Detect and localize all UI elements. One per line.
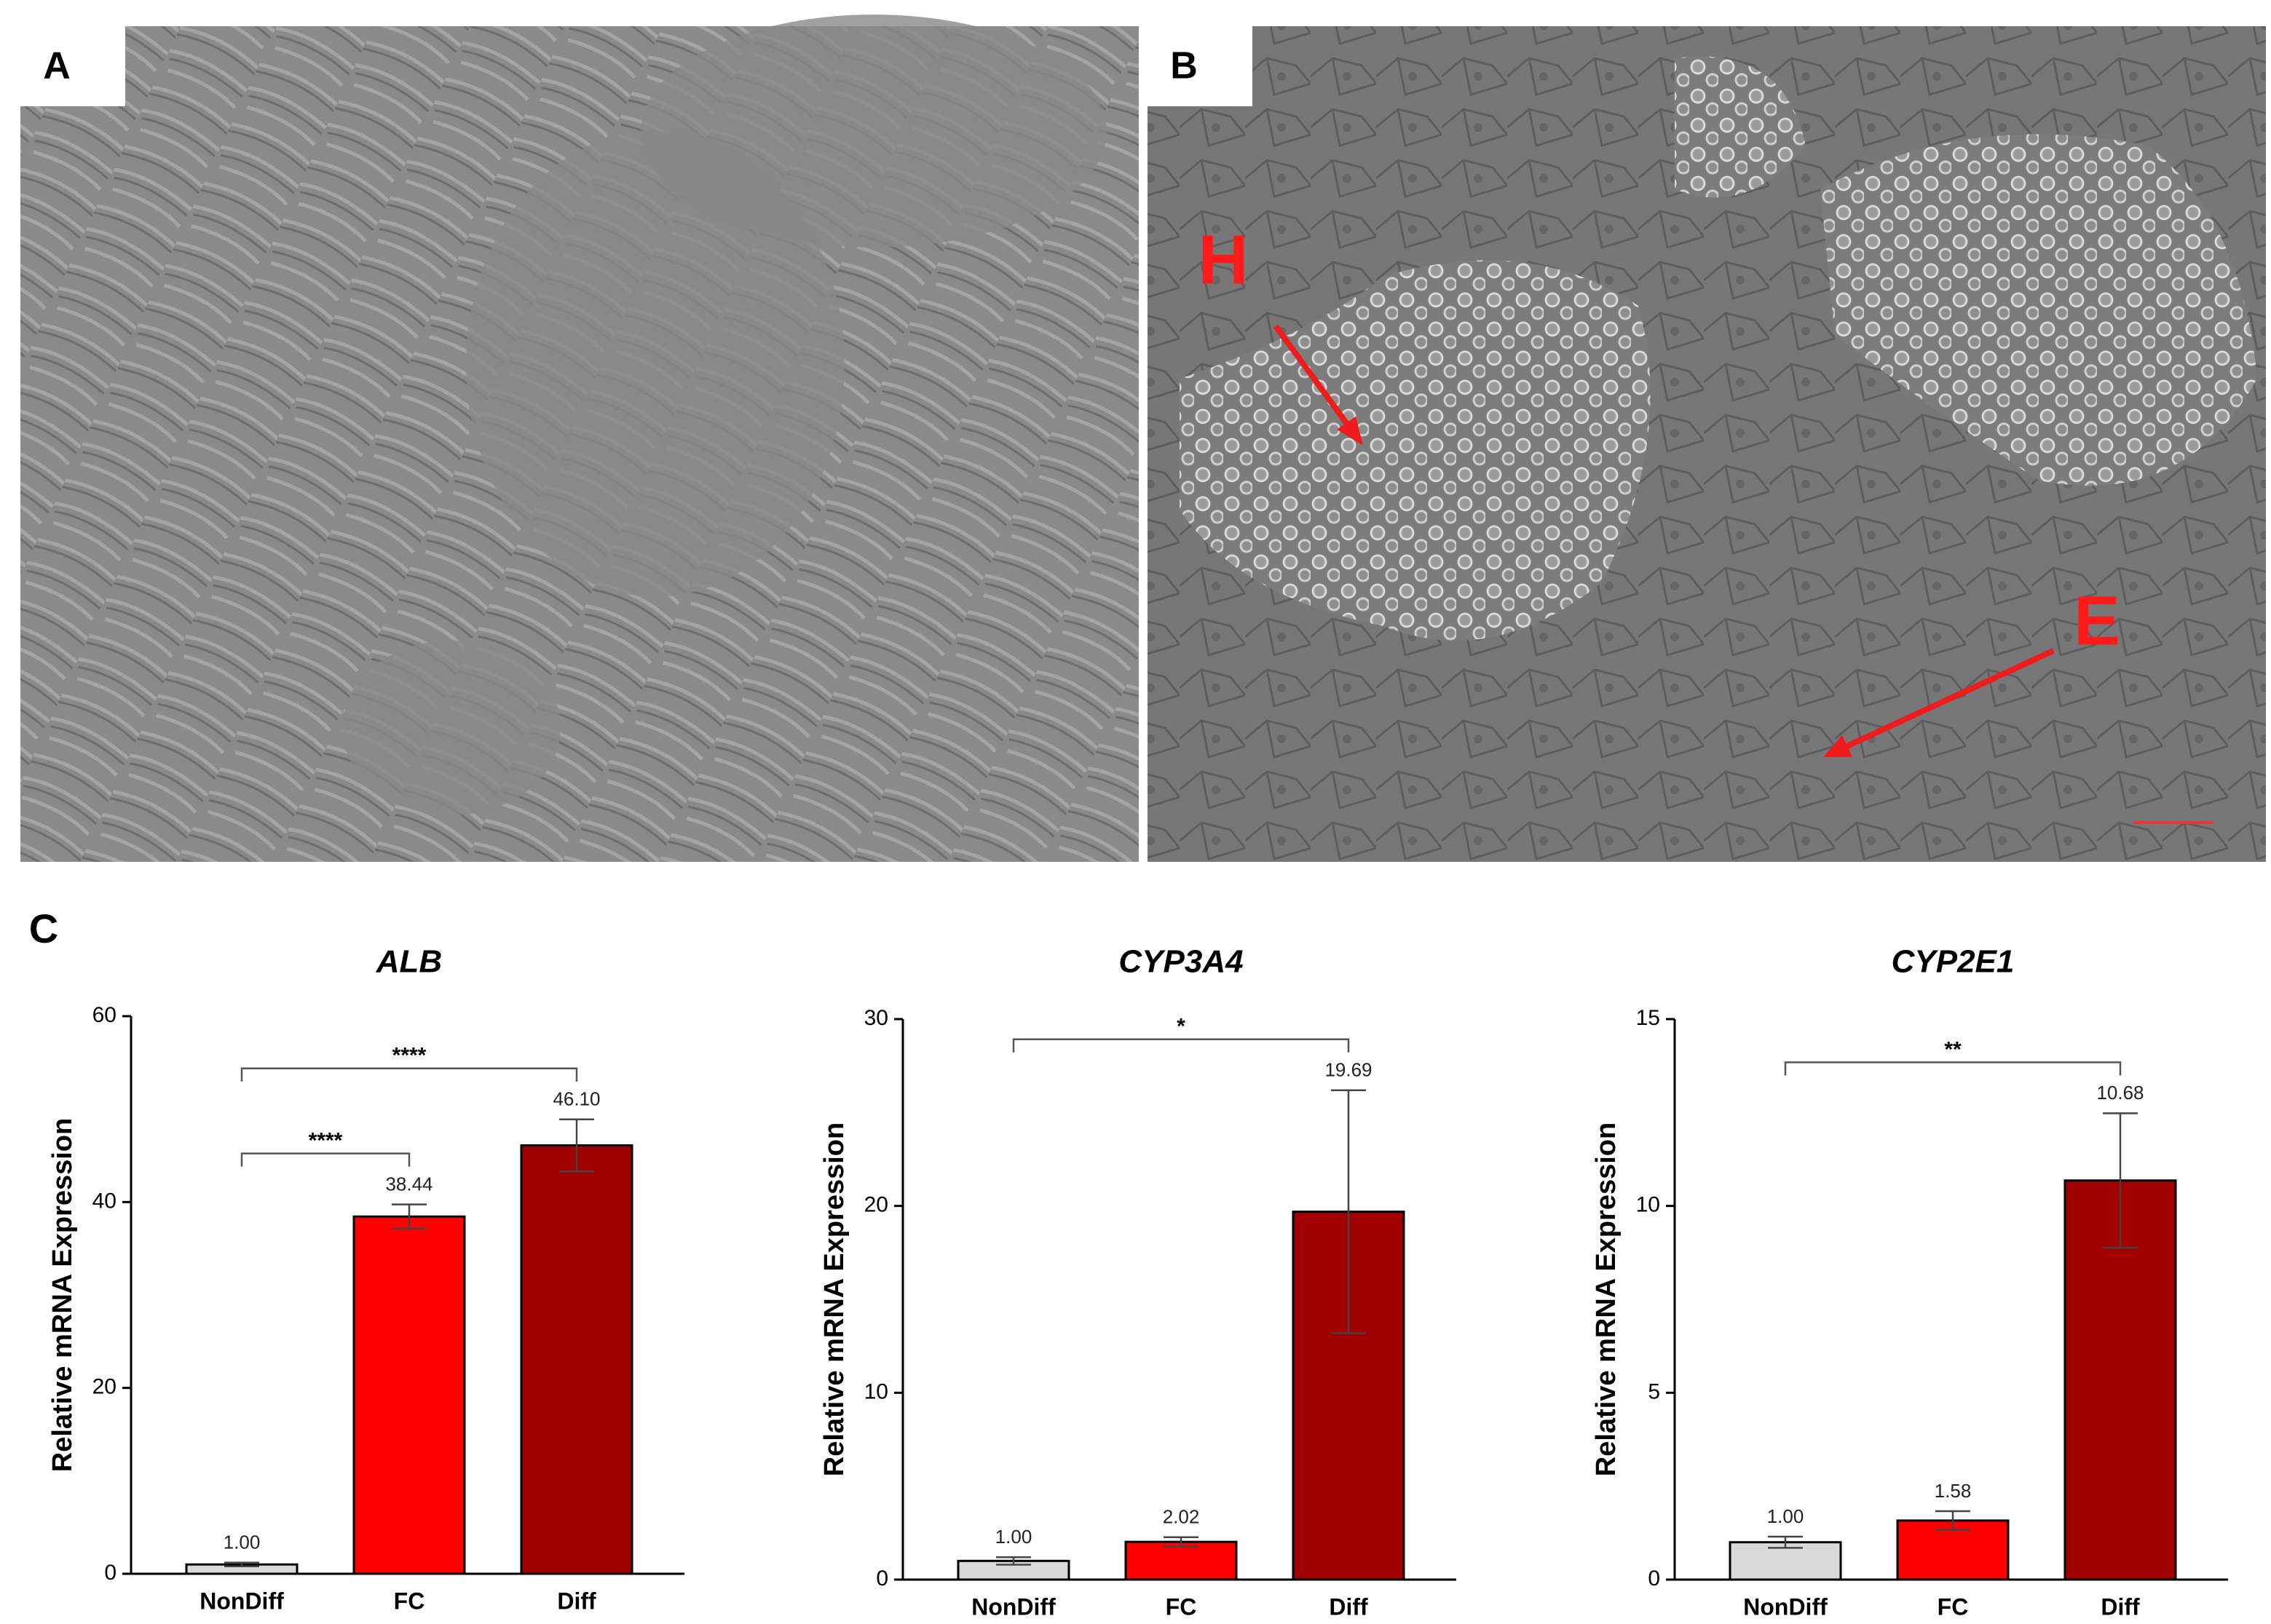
hepatocyte-cluster	[1675, 56, 1806, 198]
y-axis-label: Relative mRNA Expression	[819, 1122, 850, 1476]
y-tick-label: 0	[104, 1561, 116, 1585]
y-tick-label: 60	[92, 1003, 116, 1027]
y-tick-label: 5	[1648, 1379, 1660, 1403]
value-label: 1.00	[995, 1526, 1032, 1548]
significance-bracket	[1784, 1061, 2122, 1076]
y-tick-label: 30	[864, 1006, 888, 1030]
bar	[520, 1144, 633, 1575]
error-bar	[1331, 1089, 1366, 1334]
panel-label: A	[43, 45, 71, 87]
value-label: 46.10	[553, 1088, 600, 1110]
panel-label: B	[1170, 45, 1198, 87]
significance-label: ****	[309, 1129, 343, 1153]
y-tick-label: 20	[92, 1375, 116, 1399]
value-label: 2.02	[1163, 1506, 1200, 1528]
y-tick-label: 40	[92, 1189, 116, 1213]
x-tick-label: FC	[1166, 1593, 1197, 1620]
value-label: 10.68	[2096, 1082, 2144, 1104]
annotation-e: E	[2074, 582, 2120, 659]
x-tick-label: FC	[1938, 1593, 1969, 1620]
x-tick-label: FC	[394, 1588, 425, 1614]
significance-bracket	[1012, 1038, 1350, 1053]
arrow	[1273, 324, 1357, 436]
x-tick-label: Diff	[2101, 1593, 2140, 1620]
error-bar	[1164, 1536, 1198, 1548]
x-tick-label: NonDiff	[1743, 1593, 1828, 1620]
bar	[352, 1215, 466, 1575]
value-label: 1.00	[1767, 1505, 1804, 1527]
arrow	[1841, 648, 2055, 751]
y-tick-label: 0	[876, 1566, 888, 1591]
error-bar	[1768, 1535, 1803, 1549]
error-bar	[224, 1561, 259, 1568]
label-box	[20, 26, 125, 106]
error-bar	[1935, 1510, 1970, 1531]
x-tick-label: NonDiff	[200, 1588, 284, 1614]
bar	[1124, 1540, 1238, 1581]
significance-bracket	[240, 1152, 411, 1167]
open-area	[342, 641, 561, 815]
value-label: 38.44	[385, 1173, 433, 1195]
value-label: 1.58	[1935, 1480, 1972, 1502]
error-bar	[392, 1203, 427, 1230]
open-area	[641, 15, 1107, 247]
error-bar	[2103, 1112, 2138, 1249]
y-tick-label: 20	[864, 1193, 888, 1217]
significance-bracket	[240, 1067, 578, 1082]
arrowhead	[1337, 416, 1363, 445]
label-box	[1148, 26, 1252, 106]
y-tick-label: 10	[1636, 1193, 1660, 1217]
error-bar	[996, 1556, 1031, 1566]
value-label: 1.00	[224, 1532, 261, 1553]
annotation-h: H	[1198, 221, 1248, 298]
significance-label: ****	[392, 1044, 427, 1068]
open-area	[466, 131, 845, 597]
value-label: 19.69	[1324, 1059, 1372, 1081]
error-bar	[559, 1118, 594, 1173]
significance-label: **	[1944, 1037, 1962, 1061]
chart-title: CYP2E1	[1892, 944, 2015, 980]
arrowhead	[1823, 735, 1852, 757]
y-axis-label: Relative mRNA Expression	[47, 1118, 78, 1472]
x-tick-label: NonDiff	[971, 1593, 1056, 1620]
y-tick-label: 15	[1636, 1006, 1660, 1030]
significance-label: *	[1177, 1015, 1185, 1039]
x-tick-label: Diff	[1329, 1593, 1368, 1620]
y-tick-label: 0	[1648, 1566, 1660, 1591]
y-tick-label: 10	[864, 1379, 888, 1403]
chart-title: CYP3A4	[1118, 944, 1243, 980]
x-tick-label: Diff	[557, 1588, 596, 1614]
panel-label: C	[29, 906, 58, 951]
hepatocyte-cluster	[1820, 134, 2257, 486]
y-axis-label: Relative mRNA Expression	[1591, 1122, 1622, 1476]
chart-title: ALB	[376, 944, 442, 980]
